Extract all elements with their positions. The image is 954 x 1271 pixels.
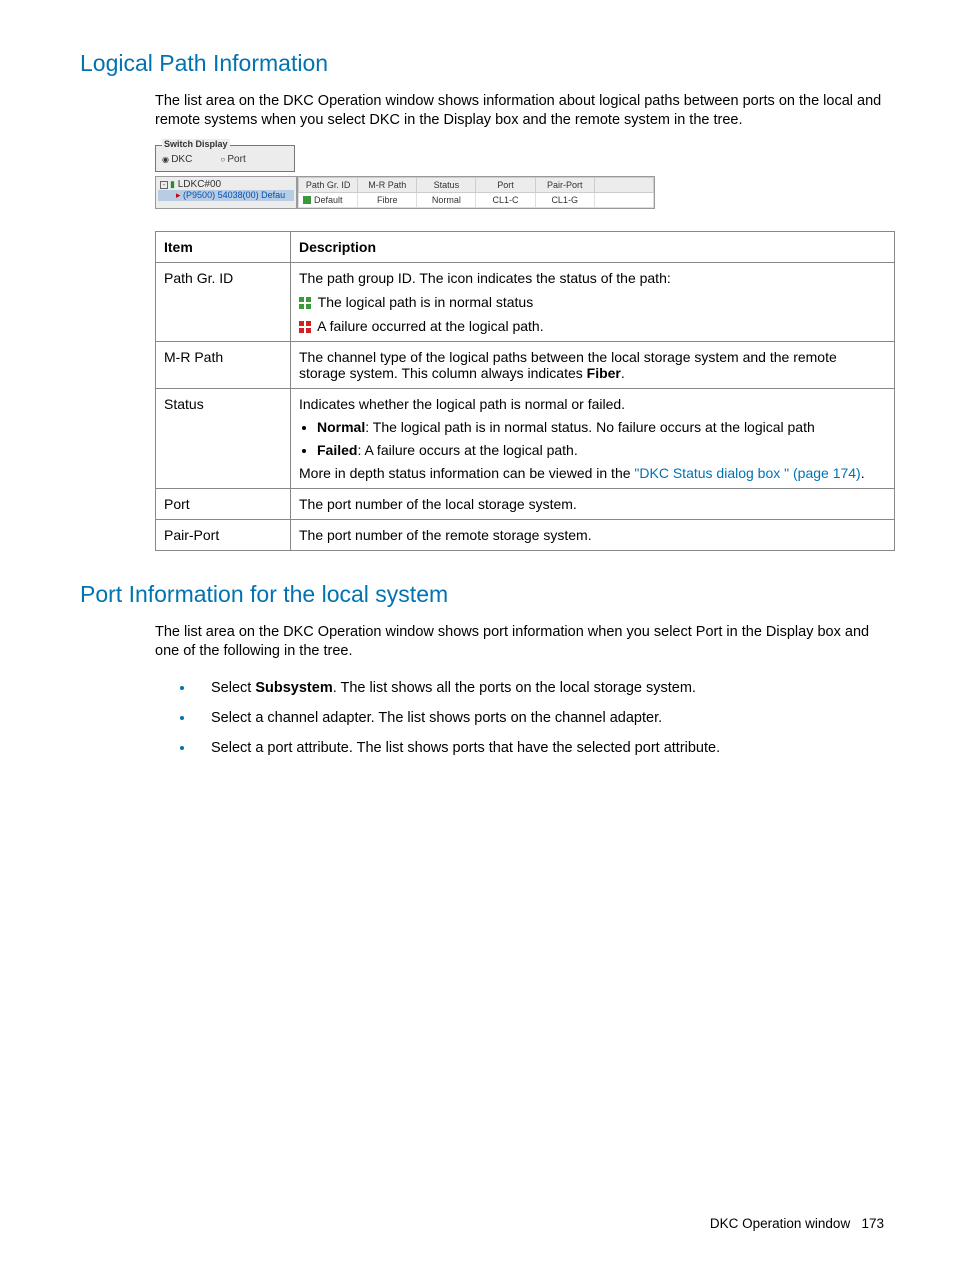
table-row: M-R Path The channel type of the logical… — [156, 341, 895, 388]
item-cell: Status — [156, 388, 291, 489]
section1-heading: Logical Path Information — [80, 50, 884, 77]
grid-c5 — [594, 192, 653, 207]
section2-intro: The list area on the DKC Operation windo… — [155, 623, 884, 662]
grid-h3: Port — [476, 177, 535, 192]
r0-line3: A failure occurred at the logical path. — [299, 318, 886, 334]
r2-b2: Failed: A failure occurs at the logical … — [317, 441, 886, 460]
table-row: Pair-Port The port number of the remote … — [156, 520, 895, 551]
grid-c2: Normal — [417, 192, 476, 207]
grid-c3: CL1-C — [476, 192, 535, 207]
dkc-status-link[interactable]: "DKC Status dialog box " (page 174) — [634, 465, 860, 481]
section1-intro: The list area on the DKC Operation windo… — [155, 92, 884, 131]
desc-cell: Indicates whether the logical path is no… — [291, 388, 895, 489]
r2-line1: Indicates whether the logical path is no… — [299, 396, 886, 412]
desc-cell: The path group ID. The icon indicates th… — [291, 262, 895, 341]
grid-c1: Fibre — [358, 192, 417, 207]
radio-dkc[interactable]: DKC — [162, 154, 192, 165]
grid-h1: M-R Path — [358, 177, 417, 192]
ui-screenshot-mock: Switch Display DKC Port -▮ LDKC#00 ▸ (P9… — [155, 145, 655, 209]
grid-c0: Default — [299, 192, 358, 207]
grid-h5 — [594, 177, 653, 192]
tree-root[interactable]: -▮ LDKC#00 — [158, 179, 294, 190]
page-footer: DKC Operation window 173 — [710, 1216, 884, 1231]
radio-port[interactable]: Port — [220, 154, 245, 165]
r0-line1: The path group ID. The icon indicates th… — [299, 270, 886, 286]
desc-cell: The port number of the local storage sys… — [291, 489, 895, 520]
grid-h2: Status — [417, 177, 476, 192]
section2-heading: Port Information for the local system — [80, 581, 884, 608]
table-row: Port The port number of the local storag… — [156, 489, 895, 520]
status-normal-icon — [299, 297, 311, 309]
r0-line2: The logical path is in normal status — [299, 294, 886, 310]
tree-panel: -▮ LDKC#00 ▸ (P9500) 54038(00) Defau — [155, 176, 297, 209]
item-cell: Path Gr. ID — [156, 262, 291, 341]
table-row: Status Indicates whether the logical pat… — [156, 388, 895, 489]
list-item: Select Subsystem. The list shows all the… — [195, 676, 884, 700]
tree-child[interactable]: ▸ (P9500) 54038(00) Defau — [158, 190, 294, 201]
list-item: Select a channel adapter. The list shows… — [195, 706, 884, 730]
r2-b1: Normal: The logical path is in normal st… — [317, 418, 886, 437]
grid-h4: Pair-Port — [535, 177, 594, 192]
desc-cell: The channel type of the logical paths be… — [291, 341, 895, 388]
grid-header-row: Path Gr. ID M-R Path Status Port Pair-Po… — [299, 177, 654, 192]
grid-panel: Path Gr. ID M-R Path Status Port Pair-Po… — [297, 176, 655, 209]
switch-legend: Switch Display — [162, 139, 230, 149]
item-cell: M-R Path — [156, 341, 291, 388]
grid-h0: Path Gr. ID — [299, 177, 358, 192]
list-item: Select a port attribute. The list shows … — [195, 736, 884, 760]
section2-list: Select Subsystem. The list shows all the… — [155, 676, 884, 759]
r2-line4: More in depth status information can be … — [299, 465, 886, 481]
table-row: Path Gr. ID The path group ID. The icon … — [156, 262, 895, 341]
item-cell: Pair-Port — [156, 520, 291, 551]
th-desc: Description — [291, 231, 895, 262]
grid-data-row[interactable]: Default Fibre Normal CL1-C CL1-G — [299, 192, 654, 207]
th-item: Item — [156, 231, 291, 262]
description-table: Item Description Path Gr. ID The path gr… — [155, 231, 895, 552]
switch-display-panel: Switch Display DKC Port — [155, 145, 295, 172]
status-failed-icon — [299, 321, 311, 333]
grid-c4: CL1-G — [535, 192, 594, 207]
item-cell: Port — [156, 489, 291, 520]
desc-cell: The port number of the remote storage sy… — [291, 520, 895, 551]
